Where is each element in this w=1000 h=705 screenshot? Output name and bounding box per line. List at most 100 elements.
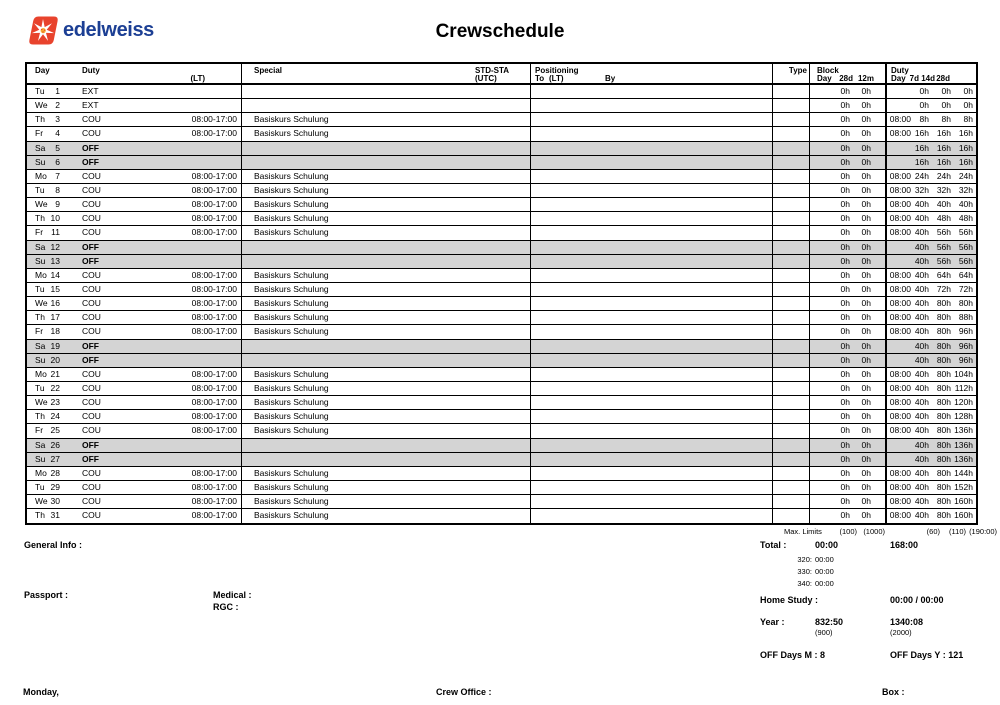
day-weekday: Sa (35, 241, 46, 252)
block-12m-value: 0h (861, 255, 871, 266)
special-text: Basiskurs Schulung (254, 227, 329, 238)
day-number: 28 (50, 467, 60, 478)
duty-time-lt: 08:00-17:00 (191, 368, 237, 379)
duty-code: OFF (82, 255, 99, 266)
duty-7d-value: 8h (919, 114, 929, 125)
duty-time-lt: 08:00-17:00 (191, 213, 237, 224)
day-weekday: Tu (35, 86, 45, 96)
table-row: We 2 EXT 0h 0h 0h 0h 0h (27, 99, 976, 114)
day-number: 5 (55, 142, 60, 153)
duty-14d-value: 56h (936, 255, 951, 266)
max-limit-duty-28d: (190:00) (969, 527, 997, 536)
block-12m-value: 0h (861, 184, 871, 195)
day-weekday: Tu (35, 184, 45, 195)
table-row: Mo 28 COU 08:00-17:00 Basiskurs Schulung… (27, 466, 976, 481)
day-number: 2 (55, 100, 60, 111)
duty-7d-value: 24h (914, 170, 929, 181)
duty-28d-value: 8h (963, 114, 973, 125)
table-row: Th 3 COU 08:00-17:00 Basiskurs Schulung … (27, 113, 976, 128)
duty-14d-value: 80h (936, 453, 951, 464)
day-weekday: We (35, 496, 48, 507)
day-number: 29 (50, 481, 60, 492)
box-label: Box : (882, 687, 905, 697)
block-12m-value: 0h (861, 439, 871, 450)
day-weekday: Mo (35, 467, 47, 478)
col-duty-7d: 7d (909, 74, 919, 83)
special-text: Basiskurs Schulung (254, 128, 329, 139)
block-12m-value: 0h (861, 425, 871, 436)
block-12m-value: 0h (861, 241, 871, 252)
block-28d-value: 0h (840, 425, 850, 436)
block-12m-value: 0h (861, 326, 871, 337)
block-28d-value: 0h (840, 128, 850, 139)
duty-28d-value: 136h (954, 439, 973, 450)
block-12m-value: 0h (861, 227, 871, 238)
duty-code: COU (82, 467, 101, 478)
duty-14d-value: 80h (936, 510, 951, 521)
fleet-330-value: 00:00 (815, 567, 834, 576)
day-weekday: Tu (35, 481, 45, 492)
block-28d-value: 0h (840, 298, 850, 309)
duty-28d-value: 88h (958, 312, 973, 323)
table-row: We 9 COU 08:00-17:00 Basiskurs Schulung … (27, 198, 976, 213)
col-day: Day (35, 66, 50, 75)
table-row: We 16 COU 08:00-17:00 Basiskurs Schulung… (27, 297, 976, 312)
home-study-value: 00:00 / 00:00 (890, 595, 944, 605)
day-number: 31 (50, 510, 60, 521)
block-12m-value: 0h (861, 312, 871, 323)
duty-14d-value: 80h (936, 411, 951, 422)
duty-7d-value: 40h (914, 439, 929, 450)
duty-14d-value: 40h (936, 199, 951, 210)
duty-28d-value: 72h (958, 283, 973, 294)
duty-14d-value: 16h (936, 142, 951, 153)
duty-28d-value: 16h (958, 142, 973, 153)
block-28d-value: 0h (840, 199, 850, 210)
duty-code: COU (82, 269, 101, 280)
duty-7d-value: 40h (914, 340, 929, 351)
year-block-value: 832:50 (815, 617, 844, 627)
block-12m-value: 0h (861, 170, 871, 181)
fleet-320-value: 00:00 (815, 555, 834, 564)
duty-14d-value: 0h (941, 100, 951, 111)
day-weekday: Sa (35, 439, 46, 450)
block-12m-value: 0h (861, 269, 871, 280)
duty-time-lt: 08:00-17:00 (191, 425, 237, 436)
duty-code: OFF (82, 340, 99, 351)
duty-14d-value: 80h (936, 382, 951, 393)
brand-logo: edelweiss (28, 15, 154, 46)
duty-28d-value: 48h (958, 213, 973, 224)
year-duty-value: 1340:08 (890, 617, 924, 627)
duty-code: COU (82, 184, 101, 195)
year-block-limit: (900) (815, 628, 833, 637)
duty-28d-value: 136h (954, 425, 973, 436)
duty-time-lt: 08:00-17:00 (191, 227, 237, 238)
special-text: Basiskurs Schulung (254, 184, 329, 195)
duty-7d-value: 40h (914, 312, 929, 323)
duty-code: OFF (82, 439, 99, 450)
duty-code: COU (82, 298, 101, 309)
table-row: Tu 8 COU 08:00-17:00 Basiskurs Schulung … (27, 183, 976, 199)
home-study-label: Home Study : (760, 595, 819, 605)
year-label: Year : (760, 617, 785, 627)
block-12m-value: 0h (861, 142, 871, 153)
day-weekday: Th (35, 213, 45, 224)
duty-28d-value: 136h (954, 453, 973, 464)
day-number: 20 (50, 354, 60, 365)
table-row: Tu 29 COU 08:00-17:00 Basiskurs Schulung… (27, 480, 976, 496)
block-28d-value: 0h (840, 213, 850, 224)
day-weekday: We (35, 397, 48, 408)
day-weekday: Th (35, 312, 45, 323)
special-text: Basiskurs Schulung (254, 467, 329, 478)
duty-code: COU (82, 128, 101, 139)
duty-14d-value: 48h (936, 213, 951, 224)
off-days-month: OFF Days M : 8 (760, 650, 826, 660)
block-28d-value: 0h (840, 170, 850, 181)
duty-time-lt: 08:00-17:00 (191, 382, 237, 393)
table-row: Fr 11 COU 08:00-17:00 Basiskurs Schulung… (27, 226, 976, 241)
table-row: Su 27 OFF 0h 0h 40h 80h 136h (27, 452, 976, 467)
duty-28d-value: 32h (958, 184, 973, 195)
col-block-day: Day (817, 74, 832, 83)
duty-7d-value: 40h (914, 269, 929, 280)
duty-7d-value: 40h (914, 481, 929, 492)
col-pos-by: By (605, 74, 616, 83)
